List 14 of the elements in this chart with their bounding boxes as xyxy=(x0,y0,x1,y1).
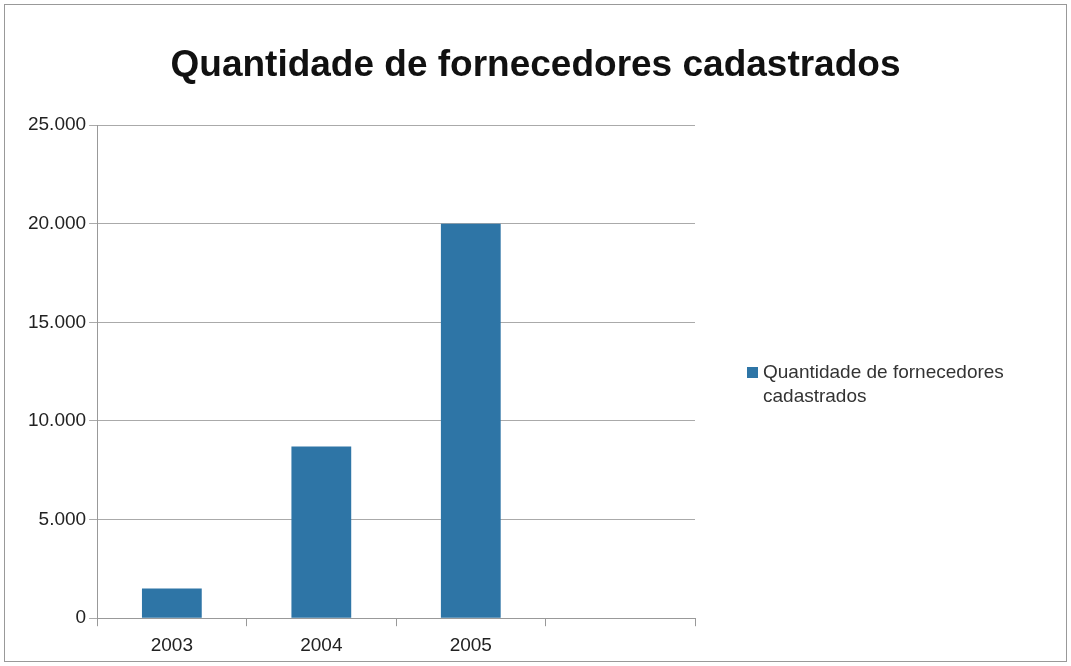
legend-label: Quantidade de fornecedores cadastrados xyxy=(763,360,1005,408)
y-tick-label: 20.000 xyxy=(27,211,87,233)
y-tick-label: 5.000 xyxy=(38,507,87,529)
y-tick-label: 25.000 xyxy=(27,113,87,135)
x-tick-label: 2005 xyxy=(449,633,492,655)
chart-title: Quantidade de fornecedores cadastrados xyxy=(169,43,902,85)
bar xyxy=(291,446,352,618)
x-tick-label: 2004 xyxy=(300,633,343,655)
y-tick-label: 0 xyxy=(75,606,87,628)
y-tick-label: 10.000 xyxy=(27,409,87,431)
bar xyxy=(440,223,501,618)
x-tick-label: 2003 xyxy=(150,633,193,655)
bar xyxy=(141,588,202,618)
y-tick-label: 15.000 xyxy=(27,310,87,332)
